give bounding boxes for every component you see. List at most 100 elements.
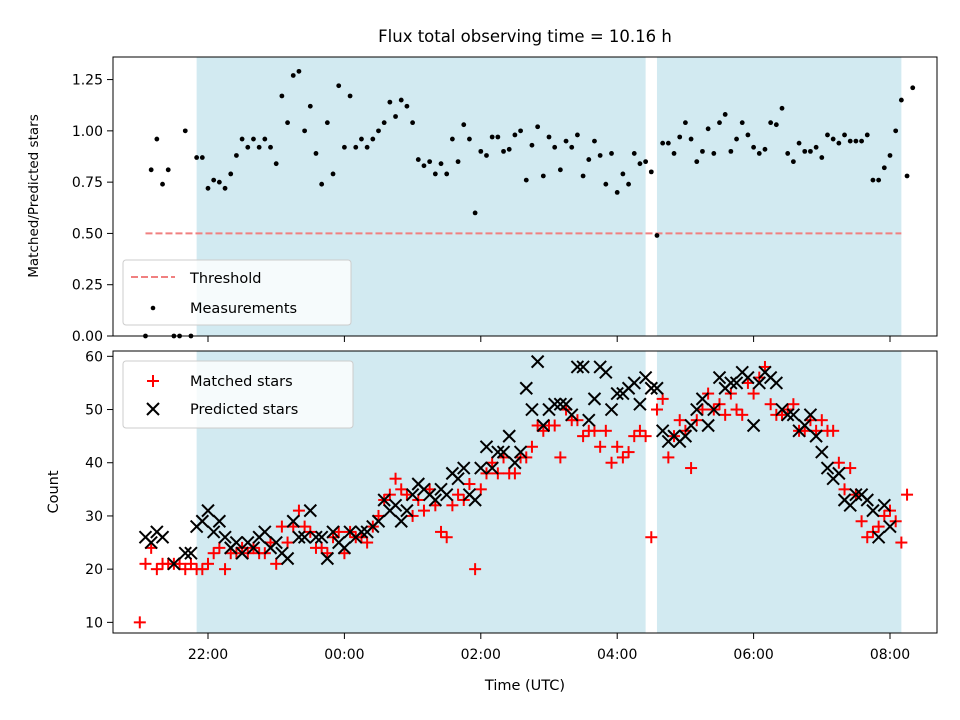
measurement-point bbox=[251, 136, 256, 142]
x-tick-label: 00:00 bbox=[324, 647, 364, 663]
predicted-star-point bbox=[485, 461, 499, 475]
matched-star-point bbox=[179, 563, 192, 576]
measurement-point bbox=[302, 128, 308, 134]
measurement-point bbox=[563, 138, 569, 144]
measurement-point bbox=[540, 173, 546, 179]
measurement-point bbox=[165, 167, 171, 173]
predicted-star-point bbox=[690, 402, 704, 417]
predicted-star-point bbox=[354, 525, 369, 539]
predicted-star-point bbox=[297, 530, 312, 544]
measurement-point bbox=[688, 136, 694, 142]
predicted-star-point bbox=[633, 397, 647, 411]
matched-star-point bbox=[832, 456, 845, 469]
measurement-point bbox=[222, 185, 228, 191]
predicted-star-point bbox=[258, 525, 272, 539]
matched-star-point bbox=[838, 483, 851, 496]
measurement-point bbox=[808, 148, 813, 154]
predicted-star-point bbox=[457, 461, 471, 475]
measurement-point bbox=[660, 140, 666, 146]
predicted-star-point bbox=[280, 551, 295, 566]
bottom-legend: Matched stars Predicted stars bbox=[122, 360, 354, 429]
predicted-star-point bbox=[695, 392, 710, 406]
matched-star-point bbox=[730, 403, 743, 416]
predicted-star-point bbox=[502, 429, 516, 443]
bottom-y-axis-label: Count bbox=[46, 470, 62, 513]
predicted-star-point bbox=[428, 493, 443, 507]
y-tick-label: 0.50 bbox=[72, 226, 103, 242]
predicted-star-point bbox=[741, 370, 755, 385]
legend-measurements-swatch bbox=[150, 305, 156, 311]
measurement-point bbox=[347, 93, 353, 99]
y-tick-label: 10 bbox=[85, 615, 103, 631]
measurement-point bbox=[836, 140, 842, 146]
matched-star-point bbox=[736, 408, 749, 421]
predicted-star-point bbox=[144, 535, 158, 550]
matched-star-point bbox=[389, 472, 402, 485]
predicted-star-point bbox=[377, 493, 391, 507]
predicted-star-point bbox=[286, 514, 300, 528]
measurement-point bbox=[648, 169, 654, 175]
predicted-stars-series bbox=[138, 354, 897, 571]
measurement-point bbox=[290, 73, 296, 78]
matched-star-point bbox=[639, 430, 652, 443]
predicted-star-point bbox=[405, 487, 420, 502]
measurement-point bbox=[506, 146, 512, 152]
matched-star-point bbox=[446, 499, 459, 512]
predicted-star-point bbox=[212, 514, 227, 528]
predicted-star-point bbox=[604, 402, 619, 417]
legend-threshold-label: Threshold bbox=[189, 271, 261, 287]
measurement-point bbox=[893, 128, 899, 134]
predicted-star-point bbox=[320, 551, 335, 566]
predicted-star-point bbox=[678, 429, 693, 443]
predicted-star-point bbox=[559, 397, 573, 411]
measurement-point bbox=[211, 177, 217, 183]
matched-star-point bbox=[270, 557, 283, 570]
measurement-point bbox=[432, 171, 438, 177]
measurement-point bbox=[796, 140, 802, 146]
measurement-point bbox=[665, 140, 671, 146]
matched-star-point bbox=[361, 536, 374, 549]
predicted-star-point bbox=[729, 376, 744, 390]
bottom-legend-box bbox=[122, 360, 354, 429]
matched-star-point bbox=[895, 536, 908, 549]
matched-star-point bbox=[901, 488, 914, 501]
measurement-point bbox=[421, 163, 427, 169]
measurement-point bbox=[148, 167, 154, 173]
predicted-star-point bbox=[565, 408, 579, 422]
measurements-series bbox=[143, 68, 916, 339]
predicted-star-point bbox=[184, 546, 198, 560]
matched-star-point bbox=[696, 403, 709, 416]
predicted-star-point bbox=[525, 402, 539, 417]
x-tick-label: 22:00 bbox=[188, 647, 228, 663]
legend-measurements-label: Measurements bbox=[190, 301, 297, 317]
measurement-point bbox=[575, 132, 580, 138]
matched-star-point bbox=[548, 419, 561, 432]
top-axes-frame bbox=[112, 56, 938, 337]
predicted-star-point bbox=[201, 503, 215, 518]
top-legend-box bbox=[122, 259, 352, 326]
matched-star-point bbox=[219, 563, 232, 576]
matched-star-point bbox=[787, 398, 800, 411]
predicted-star-point bbox=[491, 445, 505, 459]
measurement-point bbox=[529, 142, 535, 148]
shaded-interval-1 bbox=[656, 351, 902, 633]
measurement-point bbox=[262, 136, 268, 142]
measurement-point bbox=[614, 189, 620, 195]
predicted-star-point bbox=[371, 514, 386, 528]
matched-star-point bbox=[281, 536, 294, 549]
matched-star-point bbox=[878, 509, 891, 522]
measurement-point bbox=[199, 155, 205, 160]
predicted-star-point bbox=[712, 370, 727, 385]
measurement-point bbox=[876, 177, 882, 183]
matched-star-point bbox=[662, 451, 675, 464]
predicted-star-point bbox=[752, 376, 766, 390]
measurement-point bbox=[842, 132, 847, 138]
measurement-point bbox=[404, 103, 410, 109]
predicted-star-point bbox=[536, 418, 551, 433]
top-y-axis-label: Matched/Predicted stars bbox=[26, 114, 42, 277]
matched-star-point bbox=[645, 531, 658, 544]
matched-star-point bbox=[531, 419, 544, 432]
measurement-point bbox=[359, 136, 364, 142]
measurement-point bbox=[370, 136, 376, 142]
predicted-star-point bbox=[479, 440, 494, 454]
